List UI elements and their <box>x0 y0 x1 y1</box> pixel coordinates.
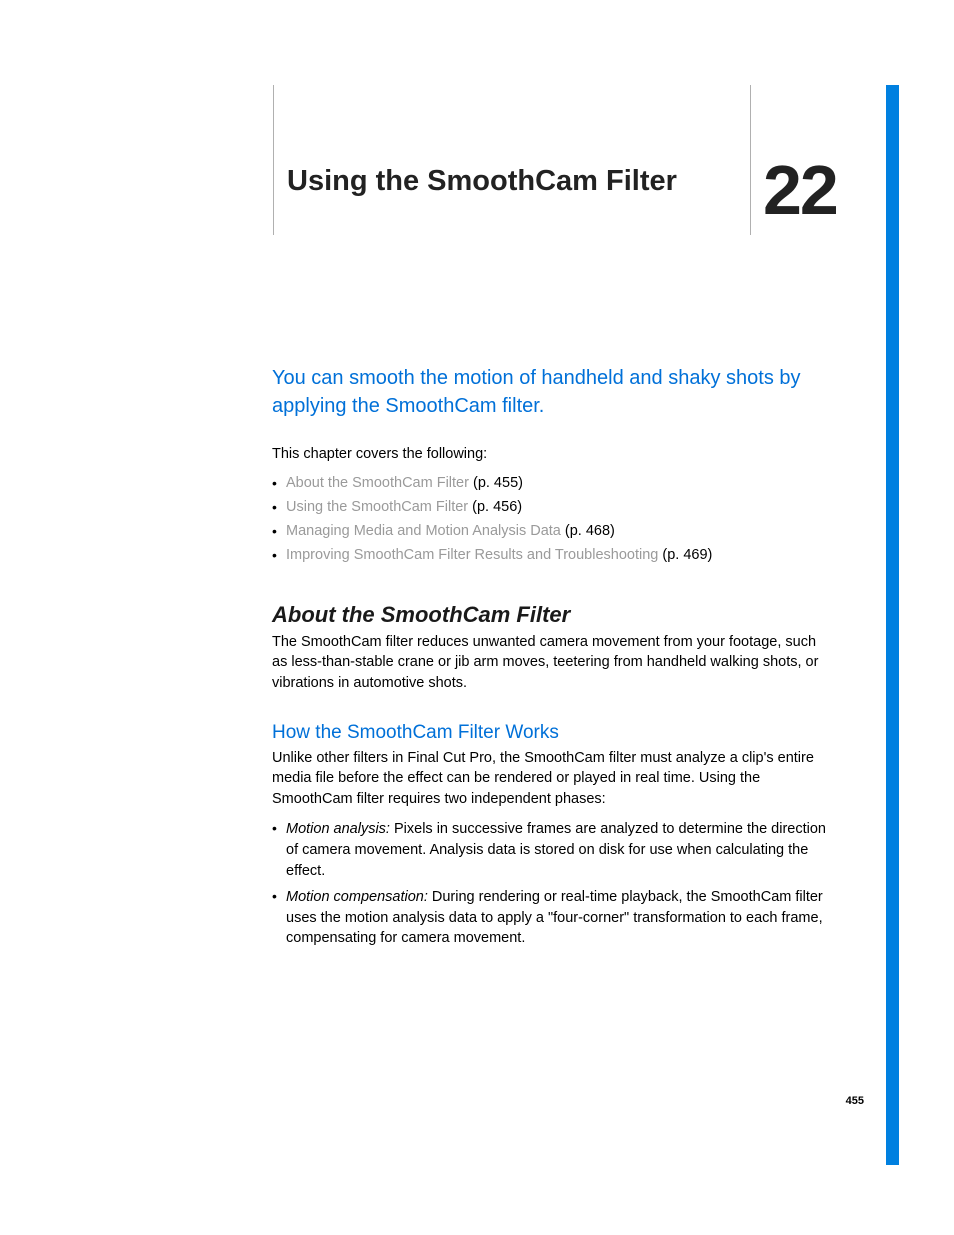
toc-item: Using the SmoothCam Filter (p. 456) <box>272 496 832 520</box>
header-rule-left <box>273 85 274 235</box>
toc-link[interactable]: Improving SmoothCam Filter Results and T… <box>286 547 658 563</box>
bullet-term: Motion compensation: <box>286 889 432 905</box>
section-heading-how: How the SmoothCam Filter Works <box>272 722 832 744</box>
chapter-intro: You can smooth the motion of handheld an… <box>272 365 832 420</box>
section-body-about: The SmoothCam filter reduces unwanted ca… <box>272 632 832 694</box>
bullet-item: Motion analysis: Pixels in successive fr… <box>272 819 832 881</box>
toc-page: (p. 456) <box>472 499 522 515</box>
toc-item: Managing Media and Motion Analysis Data … <box>272 520 832 544</box>
toc-page: (p. 469) <box>662 547 712 563</box>
section-heading-about: About the SmoothCam Filter <box>272 602 832 628</box>
toc-item: Improving SmoothCam Filter Results and T… <box>272 544 832 568</box>
header-rule-right <box>750 85 751 235</box>
section-body-how: Unlike other filters in Final Cut Pro, t… <box>272 748 832 810</box>
toc-list: About the SmoothCam Filter (p. 455) Usin… <box>272 472 832 568</box>
chapter-title: Using the SmoothCam Filter <box>287 165 677 198</box>
toc-page: (p. 455) <box>473 475 523 491</box>
bullet-list: Motion analysis: Pixels in successive fr… <box>272 819 832 948</box>
toc-link[interactable]: Using the SmoothCam Filter <box>286 499 468 515</box>
content-block: You can smooth the motion of handheld an… <box>272 365 832 955</box>
toc-item: About the SmoothCam Filter (p. 455) <box>272 472 832 496</box>
toc-link[interactable]: About the SmoothCam Filter <box>286 475 469 491</box>
covers-label: This chapter covers the following: <box>272 446 832 462</box>
page-number: 455 <box>846 1095 864 1107</box>
document-page: Using the SmoothCam Filter 22 You can sm… <box>0 0 954 1235</box>
side-accent-bar <box>886 85 899 1165</box>
toc-page: (p. 468) <box>565 523 615 539</box>
chapter-number: 22 <box>763 150 837 230</box>
bullet-item: Motion compensation: During rendering or… <box>272 887 832 949</box>
toc-link[interactable]: Managing Media and Motion Analysis Data <box>286 523 561 539</box>
bullet-term: Motion analysis: <box>286 821 394 837</box>
